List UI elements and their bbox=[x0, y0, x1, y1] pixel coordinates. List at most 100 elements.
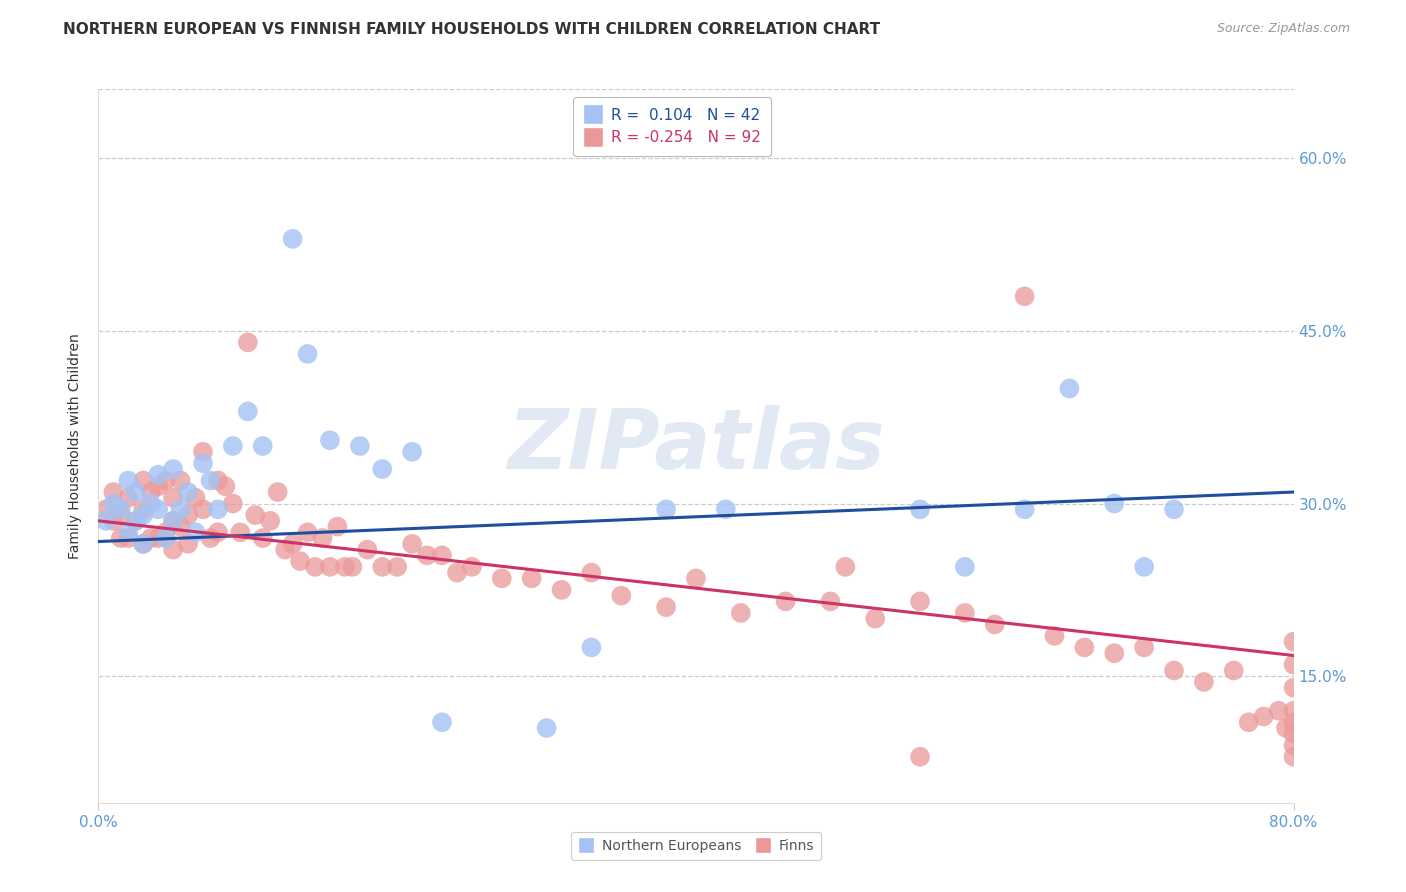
Y-axis label: Family Households with Children: Family Households with Children bbox=[69, 333, 83, 559]
Text: NORTHERN EUROPEAN VS FINNISH FAMILY HOUSEHOLDS WITH CHILDREN CORRELATION CHART: NORTHERN EUROPEAN VS FINNISH FAMILY HOUS… bbox=[63, 22, 880, 37]
Point bbox=[342, 559, 364, 574]
Point bbox=[184, 491, 207, 505]
Point bbox=[177, 537, 200, 551]
Point bbox=[311, 531, 333, 545]
Point bbox=[401, 444, 423, 458]
Point bbox=[297, 347, 319, 361]
Point bbox=[117, 531, 139, 545]
Point bbox=[191, 502, 214, 516]
Point bbox=[1282, 657, 1305, 672]
Point bbox=[326, 519, 349, 533]
Point bbox=[162, 514, 184, 528]
Point bbox=[155, 525, 177, 540]
Point bbox=[385, 559, 409, 574]
Point bbox=[229, 525, 252, 540]
Point bbox=[820, 594, 842, 608]
Point bbox=[162, 542, 184, 557]
Point bbox=[581, 640, 603, 655]
Point bbox=[319, 434, 342, 448]
Point bbox=[297, 525, 319, 540]
Point bbox=[333, 559, 356, 574]
Point bbox=[1014, 289, 1036, 303]
Point bbox=[1282, 727, 1305, 741]
Point bbox=[655, 502, 678, 516]
Point bbox=[155, 531, 177, 545]
Point bbox=[550, 582, 572, 597]
Point bbox=[1275, 721, 1298, 735]
Point bbox=[520, 571, 543, 585]
Point bbox=[252, 531, 274, 545]
Point bbox=[730, 606, 752, 620]
Point bbox=[125, 485, 148, 500]
Point bbox=[103, 514, 125, 528]
Point bbox=[117, 491, 139, 505]
Point bbox=[1282, 704, 1305, 718]
Point bbox=[908, 749, 931, 764]
Point bbox=[132, 474, 155, 488]
Point bbox=[371, 462, 394, 476]
Point bbox=[222, 439, 245, 453]
Point bbox=[984, 617, 1007, 632]
Point bbox=[416, 549, 439, 563]
Point bbox=[222, 497, 245, 511]
Point bbox=[139, 531, 162, 545]
Point bbox=[110, 531, 132, 545]
Point bbox=[1104, 497, 1126, 511]
Point bbox=[148, 531, 170, 545]
Point bbox=[834, 559, 856, 574]
Point bbox=[132, 502, 155, 516]
Point bbox=[685, 571, 707, 585]
Point bbox=[356, 542, 378, 557]
Point bbox=[1043, 629, 1066, 643]
Point bbox=[207, 474, 229, 488]
Point bbox=[110, 502, 132, 516]
Point bbox=[371, 559, 394, 574]
Point bbox=[581, 566, 603, 580]
Point bbox=[1073, 640, 1095, 655]
Point bbox=[169, 502, 191, 516]
Point bbox=[1192, 675, 1215, 690]
Point bbox=[117, 525, 139, 540]
Point bbox=[446, 566, 468, 580]
Point bbox=[177, 508, 200, 522]
Point bbox=[94, 502, 117, 516]
Point bbox=[139, 497, 162, 511]
Point bbox=[1282, 681, 1305, 695]
Point bbox=[191, 456, 214, 470]
Point bbox=[1237, 715, 1260, 730]
Point bbox=[148, 502, 170, 516]
Point bbox=[148, 467, 170, 482]
Point bbox=[536, 721, 558, 735]
Point bbox=[162, 514, 184, 528]
Point bbox=[245, 508, 267, 522]
Point bbox=[169, 474, 191, 488]
Point bbox=[162, 491, 184, 505]
Point bbox=[184, 525, 207, 540]
Point bbox=[1282, 715, 1305, 730]
Point bbox=[259, 514, 281, 528]
Point bbox=[1163, 664, 1185, 678]
Point bbox=[110, 508, 132, 522]
Point bbox=[139, 485, 162, 500]
Point bbox=[214, 479, 236, 493]
Legend: Northern Europeans, Finns: Northern Europeans, Finns bbox=[571, 832, 821, 860]
Point bbox=[461, 559, 484, 574]
Point bbox=[252, 439, 274, 453]
Point bbox=[200, 531, 222, 545]
Point bbox=[177, 485, 200, 500]
Point bbox=[610, 589, 633, 603]
Point bbox=[169, 519, 191, 533]
Point bbox=[117, 474, 139, 488]
Point bbox=[281, 537, 304, 551]
Point bbox=[132, 508, 155, 522]
Text: ZIPatlas: ZIPatlas bbox=[508, 406, 884, 486]
Point bbox=[401, 537, 423, 551]
Point bbox=[1223, 664, 1246, 678]
Point bbox=[207, 525, 229, 540]
Point bbox=[714, 502, 737, 516]
Point bbox=[207, 502, 229, 516]
Point bbox=[281, 232, 304, 246]
Point bbox=[953, 606, 976, 620]
Point bbox=[236, 404, 259, 418]
Point bbox=[274, 542, 297, 557]
